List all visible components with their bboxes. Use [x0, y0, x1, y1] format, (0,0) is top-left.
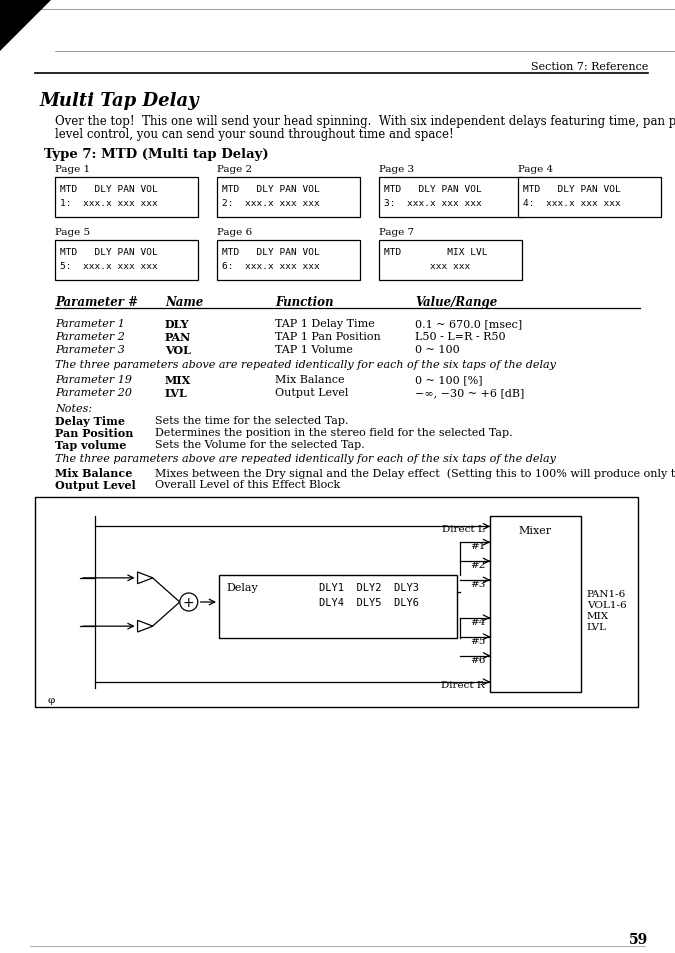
Bar — [217, 178, 360, 218]
Polygon shape — [0, 0, 52, 52]
Text: 0.1 ~ 670.0 [msec]: 0.1 ~ 670.0 [msec] — [415, 318, 522, 329]
Text: +: + — [183, 596, 194, 609]
Bar — [55, 241, 198, 281]
Bar — [35, 497, 638, 707]
Text: MIX: MIX — [165, 375, 191, 386]
Text: The three parameters above are repeated identically for each of the six taps of : The three parameters above are repeated … — [55, 454, 556, 463]
Text: Name: Name — [165, 295, 203, 309]
Text: Mix Balance: Mix Balance — [275, 375, 345, 385]
Text: L50 - L=R - R50: L50 - L=R - R50 — [415, 332, 506, 341]
Text: #6: #6 — [470, 655, 485, 664]
Text: Page 2: Page 2 — [217, 165, 252, 173]
Polygon shape — [138, 573, 153, 584]
Text: DLY: DLY — [165, 318, 190, 330]
Text: Parameter 19: Parameter 19 — [55, 375, 132, 385]
Polygon shape — [138, 620, 153, 633]
Bar — [490, 517, 580, 693]
Text: Mix Balance: Mix Balance — [55, 468, 132, 478]
Text: MTD   DLY PAN VOL: MTD DLY PAN VOL — [60, 248, 158, 256]
Text: Direct R: Direct R — [441, 680, 484, 689]
Text: #1: #1 — [470, 541, 485, 551]
Circle shape — [180, 594, 198, 612]
Text: Direct L: Direct L — [441, 525, 484, 534]
Text: −∞, −30 ~ +6 [dB]: −∞, −30 ~ +6 [dB] — [415, 388, 524, 397]
Text: xxx xxx: xxx xxx — [384, 262, 470, 271]
Bar — [55, 178, 198, 218]
Text: Output Level: Output Level — [55, 479, 136, 491]
Text: TAP 1 Pan Position: TAP 1 Pan Position — [275, 332, 381, 341]
Text: DLY1  DLY2  DLY3: DLY1 DLY2 DLY3 — [319, 582, 419, 592]
Text: Multi Tap Delay: Multi Tap Delay — [40, 91, 200, 110]
Text: Sets the Volume for the selected Tap.: Sets the Volume for the selected Tap. — [155, 439, 364, 450]
Text: Page 7: Page 7 — [379, 228, 414, 236]
Text: 2:  xxx.x xxx xxx: 2: xxx.x xxx xxx — [222, 199, 320, 208]
Text: Delay: Delay — [226, 582, 258, 592]
Text: Type 7: MTD (Multi tap Delay): Type 7: MTD (Multi tap Delay) — [44, 148, 269, 161]
Text: TAP 1 Volume: TAP 1 Volume — [275, 345, 353, 355]
Text: 1:  xxx.x xxx xxx: 1: xxx.x xxx xxx — [60, 199, 158, 208]
Text: MTD        MIX LVL: MTD MIX LVL — [384, 248, 487, 256]
Text: MTD   DLY PAN VOL: MTD DLY PAN VOL — [222, 248, 320, 256]
Text: Page 3: Page 3 — [379, 165, 414, 173]
Text: Sets the time for the selected Tap.: Sets the time for the selected Tap. — [155, 416, 348, 426]
Text: 59: 59 — [628, 932, 648, 946]
Text: MTD   DLY PAN VOL: MTD DLY PAN VOL — [60, 185, 158, 193]
Text: LVL: LVL — [587, 622, 607, 632]
Text: Delay Time: Delay Time — [55, 416, 125, 427]
Text: 3:  xxx.x xxx xxx: 3: xxx.x xxx xxx — [384, 199, 482, 208]
Text: level control, you can send your sound throughout time and space!: level control, you can send your sound t… — [55, 128, 454, 141]
Text: 4:  xxx.x xxx xxx: 4: xxx.x xxx xxx — [523, 199, 621, 208]
Text: Pan Position: Pan Position — [55, 428, 134, 438]
Text: Page 4: Page 4 — [518, 165, 553, 173]
Text: Parameter 2: Parameter 2 — [55, 332, 125, 341]
Text: MTD   DLY PAN VOL: MTD DLY PAN VOL — [384, 185, 482, 193]
Text: Parameter #: Parameter # — [55, 295, 138, 309]
Text: Mixer: Mixer — [519, 525, 552, 536]
Text: MIX: MIX — [587, 612, 609, 620]
Text: Page 1: Page 1 — [55, 165, 90, 173]
Text: Parameter 20: Parameter 20 — [55, 388, 132, 397]
Text: Overall Level of this Effect Block: Overall Level of this Effect Block — [155, 479, 340, 490]
Text: Over the top!  This one will send your head spinning.  With six independent dela: Over the top! This one will send your he… — [55, 115, 675, 128]
Text: Determines the position in the stereo field for the selected Tap.: Determines the position in the stereo fi… — [155, 428, 512, 437]
Text: 6:  xxx.x xxx xxx: 6: xxx.x xxx xxx — [222, 262, 320, 271]
Text: 0 ~ 100: 0 ~ 100 — [415, 345, 460, 355]
Text: Value/Range: Value/Range — [415, 295, 497, 309]
Bar — [379, 178, 522, 218]
Text: #5: #5 — [470, 636, 485, 645]
Text: Output Level: Output Level — [275, 388, 348, 397]
Text: VOL: VOL — [165, 345, 191, 355]
Text: Tap volume: Tap volume — [55, 439, 126, 451]
Text: MTD   DLY PAN VOL: MTD DLY PAN VOL — [222, 185, 320, 193]
Text: #3: #3 — [470, 579, 485, 588]
Bar — [518, 178, 661, 218]
Text: VOL1-6: VOL1-6 — [587, 600, 626, 610]
Bar — [219, 575, 457, 638]
Text: Parameter 1: Parameter 1 — [55, 318, 125, 329]
Text: φ: φ — [47, 696, 55, 704]
Text: LVL: LVL — [165, 388, 188, 398]
Text: TAP 1 Delay Time: TAP 1 Delay Time — [275, 318, 375, 329]
Text: Section 7: Reference: Section 7: Reference — [531, 62, 648, 71]
Text: Page 6: Page 6 — [217, 228, 252, 236]
Text: 5:  xxx.x xxx xxx: 5: xxx.x xxx xxx — [60, 262, 158, 271]
Text: PAN: PAN — [165, 332, 191, 343]
Text: Function: Function — [275, 295, 333, 309]
Text: DLY4  DLY5  DLY6: DLY4 DLY5 DLY6 — [319, 598, 419, 607]
Text: Parameter 3: Parameter 3 — [55, 345, 125, 355]
Bar — [379, 241, 522, 281]
Text: #4: #4 — [470, 618, 485, 626]
Text: 0 ~ 100 [%]: 0 ~ 100 [%] — [415, 375, 483, 385]
Text: #2: #2 — [470, 560, 485, 570]
Text: Mixes between the Dry signal and the Delay effect  (Setting this to 100% will pr: Mixes between the Dry signal and the Del… — [155, 468, 675, 478]
Text: MTD   DLY PAN VOL: MTD DLY PAN VOL — [523, 185, 621, 193]
Text: PAN1-6: PAN1-6 — [587, 590, 626, 598]
Text: Notes:: Notes: — [55, 403, 92, 414]
Text: Page 5: Page 5 — [55, 228, 90, 236]
Text: The three parameters above are repeated identically for each of the six taps of : The three parameters above are repeated … — [55, 359, 556, 370]
Bar — [217, 241, 360, 281]
